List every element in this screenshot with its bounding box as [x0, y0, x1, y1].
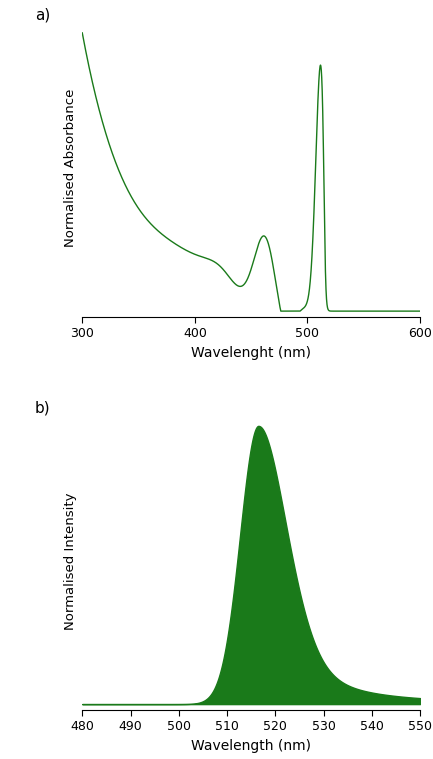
Y-axis label: Normalised Absorbance: Normalised Absorbance — [64, 89, 77, 247]
Text: b): b) — [35, 400, 51, 415]
X-axis label: Wavelength (nm): Wavelength (nm) — [191, 739, 311, 753]
X-axis label: Wavelenght (nm): Wavelenght (nm) — [191, 345, 311, 360]
Y-axis label: Normalised Intensity: Normalised Intensity — [64, 492, 77, 629]
Text: a): a) — [35, 7, 50, 22]
